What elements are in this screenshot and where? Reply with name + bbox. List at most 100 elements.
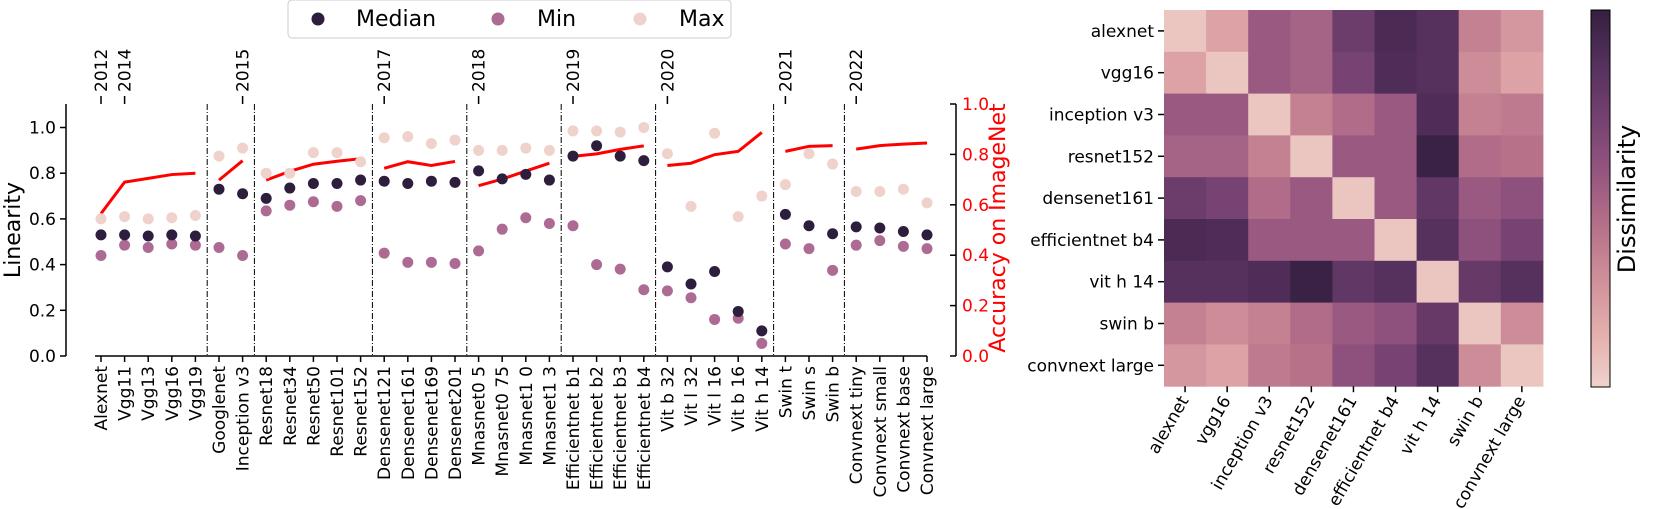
- accuracy-line: [572, 144, 645, 158]
- year-label: 2017: [375, 49, 395, 92]
- y2-tick-label: 0.6: [962, 196, 989, 216]
- heatmap-cell: [1248, 219, 1291, 262]
- point-median: [897, 225, 909, 237]
- heatmap-row-label: efficientnet b4: [1030, 231, 1154, 251]
- point-max: [543, 144, 555, 156]
- point-median: [95, 229, 107, 241]
- colorbar: [1590, 9, 1611, 388]
- x-tick-label: Inception v3: [234, 366, 254, 471]
- accuracy-line: [855, 141, 928, 151]
- point-median: [260, 192, 272, 204]
- heatmap-cell: [1416, 302, 1460, 345]
- y-tick-label: 0.0: [29, 347, 56, 367]
- point-median: [449, 176, 461, 188]
- heatmap-cell: [1416, 260, 1460, 304]
- point-median: [638, 155, 650, 167]
- point-median: [496, 173, 508, 185]
- point-min: [638, 284, 650, 296]
- heatmap-cell: [1500, 344, 1544, 387]
- x-tick-label: Densenet201: [446, 366, 466, 480]
- x-tick-label: Convnext large: [918, 366, 938, 495]
- accuracy-line: [265, 157, 361, 182]
- year-label: 2020: [658, 49, 678, 92]
- colorbar-label: Dissimilarity: [1613, 125, 1641, 273]
- heatmap-cell: [1290, 260, 1333, 304]
- point-median: [142, 230, 154, 242]
- point-median: [378, 175, 390, 187]
- heatmap-cell: [1458, 344, 1502, 387]
- heatmap-row-label: inception v3: [1049, 106, 1154, 126]
- heatmap-col-label: swin b: [1444, 393, 1489, 450]
- accuracy-line: [383, 159, 456, 170]
- heatmap-cell: [1164, 219, 1207, 262]
- y-tick-label: 0.4: [29, 256, 56, 276]
- heatmap-cell: [1374, 51, 1418, 95]
- heatmap-cell: [1416, 93, 1460, 136]
- year-label: 2015: [234, 49, 254, 92]
- heatmap-col-label: alexnet: [1144, 392, 1193, 457]
- legend: Median Min Max: [287, 0, 732, 39]
- point-min: [614, 263, 626, 275]
- y-tick-label: 0.6: [29, 210, 56, 230]
- point-min: [331, 200, 343, 212]
- accuracy-line: [667, 131, 763, 167]
- point-median: [213, 183, 225, 195]
- legend-marker-median: [311, 12, 325, 26]
- point-median: [591, 140, 603, 152]
- point-min: [237, 249, 249, 261]
- heatmap-cell: [1332, 344, 1375, 387]
- heatmap-cell: [1374, 219, 1418, 262]
- x-tick-label: Alexnet: [92, 366, 112, 431]
- heatmap-col-label: vgg16: [1192, 393, 1236, 449]
- point-median: [850, 221, 862, 233]
- point-median: [732, 305, 744, 317]
- point-max: [307, 147, 319, 159]
- year-label: 2022: [847, 49, 867, 92]
- x-tick-label: Resnet152: [352, 366, 372, 457]
- x-tick-label: Efficientnet b1: [564, 366, 584, 490]
- heatmap-cell: [1416, 135, 1460, 178]
- legend-box: [287, 0, 732, 39]
- point-min: [874, 235, 886, 247]
- heatmap-cell: [1248, 135, 1291, 178]
- heatmap-cell: [1290, 51, 1333, 95]
- x-tick-label: Vit b 32: [658, 366, 678, 432]
- x-tick-label: Vit l 32: [682, 366, 702, 426]
- point-min: [567, 220, 579, 232]
- heatmap-row-label: vit h 14: [1089, 273, 1154, 293]
- point-min: [779, 238, 791, 250]
- heatmap-cell: [1332, 10, 1375, 53]
- point-min: [307, 196, 319, 208]
- heatmap-cell: [1416, 51, 1460, 95]
- heatmap-cell: [1416, 344, 1460, 387]
- legend-marker-min: [491, 12, 505, 26]
- point-max: [779, 179, 791, 191]
- point-min: [260, 205, 272, 217]
- x-tick-label: Vgg19: [186, 366, 206, 421]
- point-median: [355, 174, 367, 186]
- x-tick-label: Mnasnet0 75: [493, 366, 513, 476]
- x-tick-label: Googlenet: [210, 366, 230, 454]
- point-min: [189, 239, 201, 251]
- y-tick-label: 0.2: [29, 301, 56, 321]
- point-max: [237, 142, 249, 154]
- heatmap-cell: [1416, 219, 1460, 262]
- point-median: [779, 208, 791, 220]
- heatmap-cell: [1458, 302, 1502, 345]
- point-median: [119, 229, 131, 241]
- point-median: [756, 325, 768, 337]
- x-tick-label: Vgg16: [163, 366, 183, 421]
- year-label: 2021: [776, 49, 796, 92]
- point-min: [850, 239, 862, 251]
- point-median: [425, 175, 437, 187]
- point-median: [307, 177, 319, 189]
- heatmap-row-label: alexnet: [1091, 22, 1155, 42]
- heatmap-cell: [1164, 135, 1207, 178]
- point-min: [709, 313, 721, 325]
- heatmap-cell: [1374, 260, 1418, 304]
- x-tick-label: Mnasnet0 5: [470, 366, 490, 466]
- point-median: [874, 222, 886, 234]
- heatmap-cell: [1164, 302, 1207, 345]
- point-min: [827, 264, 839, 276]
